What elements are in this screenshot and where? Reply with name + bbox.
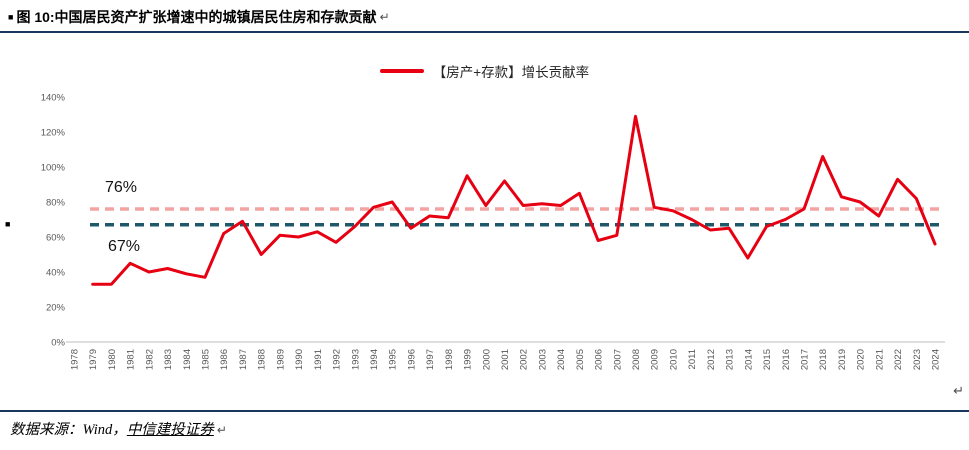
annotation-76pct: 76%: [105, 179, 138, 196]
x-tick-label: 1992: [332, 349, 343, 370]
x-tick-label: 1982: [144, 349, 155, 370]
x-tick-label: 2014: [743, 349, 754, 370]
x-tick-label: 1999: [463, 349, 474, 370]
x-tick-label: 2019: [837, 349, 848, 370]
x-tick-label: 1978: [70, 349, 81, 370]
y-tick-label: 0%: [51, 338, 65, 349]
x-tick-label: 2012: [706, 349, 717, 370]
x-tick-label: 1996: [406, 349, 417, 370]
figure-title-bar: ■ 图 10:中国居民资产扩张增速中的城镇居民住房和存款贡献 ↵: [8, 7, 390, 27]
x-tick-label: 2015: [762, 349, 773, 370]
y-tick-label: 80%: [46, 198, 66, 209]
annotation-67pct: 67%: [108, 238, 141, 255]
x-tick-label: 1997: [425, 349, 436, 370]
x-tick-label: 2024: [931, 349, 942, 370]
legend-line-swatch: [379, 69, 424, 73]
x-tick-label: 1995: [388, 349, 399, 370]
y-tick-label: 60%: [46, 233, 66, 244]
x-tick-label: 2006: [594, 349, 605, 370]
source-prefix: 数据来源：Wind，: [10, 422, 127, 438]
x-tick-label: 2004: [556, 349, 567, 370]
x-tick-label: 1983: [163, 349, 174, 370]
margin-bullet-icon: ■: [5, 219, 11, 229]
y-tick-label: 20%: [46, 303, 66, 314]
legend-label: 【房产+存款】增长贡献率: [432, 65, 590, 80]
x-tick-label: 2008: [631, 349, 642, 370]
source-link[interactable]: 中信建投证券: [126, 422, 214, 438]
x-tick-label: 1993: [350, 349, 361, 370]
x-tick-label: 1998: [444, 349, 455, 370]
x-tick-label: 1984: [182, 349, 193, 370]
y-tick-label: 140%: [41, 93, 66, 104]
x-tick-label: 2020: [856, 349, 867, 370]
x-tick-label: 2013: [725, 349, 736, 370]
figure-title: 图 10:中国居民资产扩张增速中的城镇居民住房和存款贡献: [16, 9, 377, 25]
x-tick-label: 1990: [294, 349, 305, 370]
title-bullet-icon: ■: [8, 11, 14, 22]
x-tick-label: 2010: [668, 349, 679, 370]
x-tick-label: 2016: [781, 349, 792, 370]
x-tick-label: 2001: [500, 349, 511, 370]
x-tick-label: 1988: [257, 349, 268, 370]
margin-return-icon: ↵: [953, 383, 964, 398]
x-tick-label: 1979: [88, 349, 99, 370]
x-tick-label: 1989: [275, 349, 286, 370]
x-tick-label: 1981: [126, 349, 137, 370]
x-tick-label: 1986: [219, 349, 230, 370]
x-tick-label: 2005: [575, 349, 586, 370]
x-tick-label: 2021: [874, 349, 885, 370]
x-tick-label: 2022: [893, 349, 904, 370]
y-tick-label: 40%: [46, 268, 66, 279]
x-tick-label: 1985: [201, 349, 212, 370]
x-tick-label: 1980: [107, 349, 118, 370]
series-line: [91, 114, 937, 286]
x-tick-label: 2002: [519, 349, 530, 370]
x-tick-label: 2017: [799, 349, 810, 370]
x-tick-label: 1994: [369, 349, 380, 370]
y-tick-label: 120%: [41, 128, 66, 139]
chart-legend: 【房产+存款】增长贡献率: [0, 61, 969, 81]
footer-return-icon: ↵: [216, 423, 227, 437]
x-tick-label: 2023: [912, 349, 923, 370]
line-chart: 0% 20% 40% 60% 80% 100% 120% 140% 1978 1979 1980 19…: [41, 93, 945, 370]
bottom-divider: [0, 410, 969, 412]
title-return-icon: ↵: [379, 10, 390, 24]
top-divider: [0, 31, 969, 33]
x-tick-label: 2011: [687, 349, 698, 369]
x-tick-label: 2003: [537, 349, 548, 370]
x-tick-label: 2000: [481, 349, 492, 370]
x-tick-label: 1987: [238, 349, 249, 370]
y-tick-label: 100%: [41, 163, 66, 174]
x-tick-label: 2018: [818, 349, 829, 370]
x-tick-label: 2009: [650, 349, 661, 370]
x-tick-label: 2007: [612, 349, 623, 370]
x-tick-label: 1991: [313, 349, 324, 370]
source-note: 数据来源：Wind，中信建投证券 ↵: [10, 418, 227, 439]
